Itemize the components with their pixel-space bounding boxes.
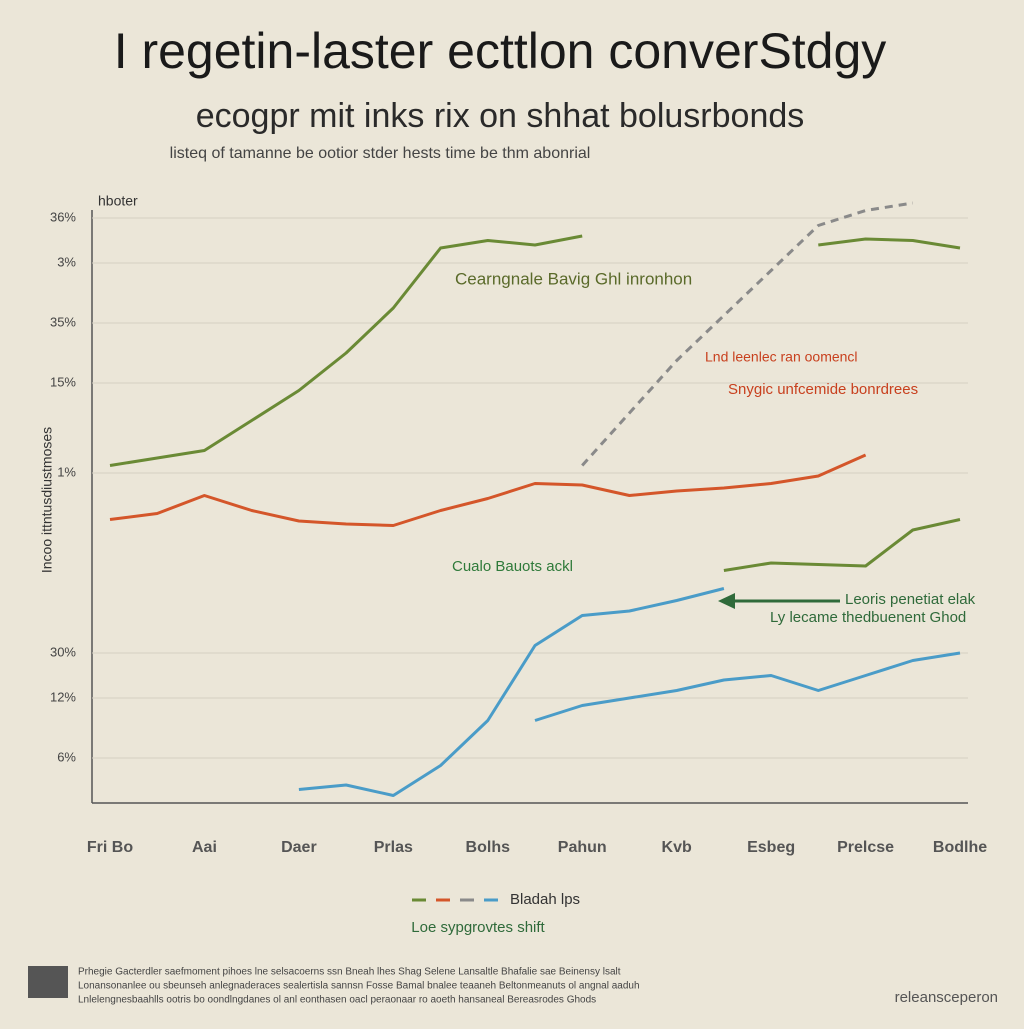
y-top-label: hboter xyxy=(98,193,138,209)
chart-caption: listeq of tamanne be ootior stder hests … xyxy=(170,145,591,162)
legend-subtext: Loe sypgrovtes shift xyxy=(411,919,545,936)
chart-title: I regetin-laster ecttlon converStdgy xyxy=(114,23,887,79)
x-tick-label: Fri Bo xyxy=(87,839,133,856)
x-tick-label: Bodlhe xyxy=(933,839,987,856)
annotation: Snygic unfcemide bonrdrees xyxy=(728,381,918,398)
series-line xyxy=(109,234,961,467)
x-tick-label: Daer xyxy=(281,839,317,856)
annotation: Ly lecame thedbuenent Ghod xyxy=(770,609,966,626)
series-line xyxy=(723,518,961,572)
chart-subtitle: ecogpr mit inks rix on shhat bolusrbonds xyxy=(196,97,805,135)
logo xyxy=(28,966,68,998)
footnote: Prhegie Gacterdler saefmoment pihoes lne… xyxy=(78,967,621,978)
x-tick-label: Aai xyxy=(192,839,217,856)
annotation: Cearngnale Bavig Ghl inronhon xyxy=(455,269,692,288)
x-tick-label: Esbeg xyxy=(747,839,795,856)
y-tick-label: 12% xyxy=(50,689,76,704)
x-tick-label: Kvb xyxy=(662,839,692,856)
legend-text: Bladah lps xyxy=(510,891,580,908)
source: releansceperon xyxy=(895,989,998,1006)
y-tick-label: 3% xyxy=(57,254,76,269)
series-line xyxy=(298,587,725,797)
x-tick-label: Bolhs xyxy=(466,839,511,856)
footnote: Lonansonanlee ou sbeunseh anlegnaderaces… xyxy=(78,981,640,992)
annotation: Leoris penetiat elak xyxy=(845,591,976,608)
series-line xyxy=(109,453,867,527)
y-tick-label: 15% xyxy=(50,374,76,389)
x-tick-label: Pahun xyxy=(558,839,607,856)
y-tick-label: 30% xyxy=(50,644,76,659)
y-tick-label: 36% xyxy=(50,209,76,224)
x-tick-label: Prlas xyxy=(374,839,413,856)
annotation: Cualo Bauots ackl xyxy=(452,558,573,575)
series-line xyxy=(534,651,961,722)
y-tick-label: 1% xyxy=(57,464,76,479)
footnote: Lnlelengnesbaahlls ootris bo oondlngdane… xyxy=(78,995,596,1006)
y-tick-label: 35% xyxy=(50,314,76,329)
x-tick-label: Prelcse xyxy=(837,839,894,856)
series-line xyxy=(581,201,914,467)
y-tick-label: 6% xyxy=(57,749,76,764)
y-axis-label: Incoo ittntusdiustmoses xyxy=(39,427,55,573)
annotation: Lnd leenlec ran oomencl xyxy=(705,349,858,365)
annotation-arrowhead xyxy=(718,593,735,609)
